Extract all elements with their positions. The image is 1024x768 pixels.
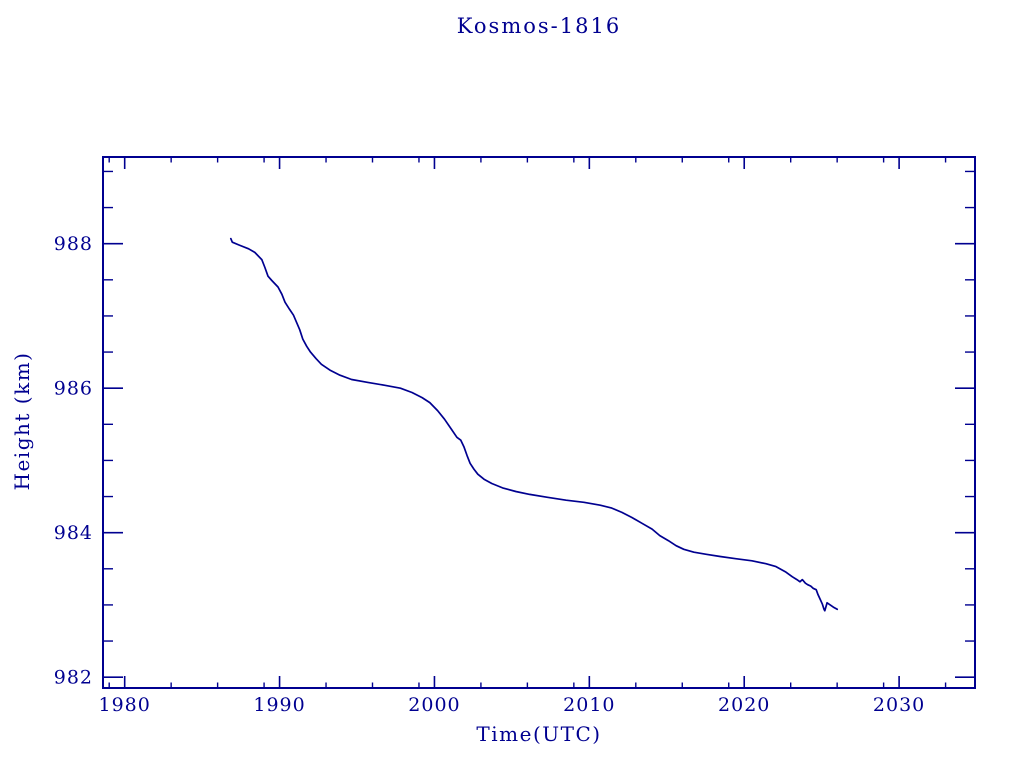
x-tick-label: 2010: [563, 694, 615, 716]
x-tick-label: 1980: [99, 694, 151, 716]
y-tick-label: 984: [54, 522, 93, 544]
x-tick-label: 1990: [253, 694, 305, 716]
y-axis-ticks: [103, 170, 975, 678]
y-tick-label: 986: [54, 378, 93, 400]
data-series: [229, 237, 839, 612]
y-tick-label: 982: [54, 667, 93, 689]
y-axis-label: Height (km): [10, 351, 34, 491]
data-series-line: [229, 237, 839, 612]
x-tick-labels: 1980 1990 2000 2010 2020 2030: [99, 694, 925, 716]
axis-box: [102, 156, 976, 689]
chart-title: Kosmos-1816: [456, 14, 622, 38]
x-axis-ticks: [108, 157, 947, 688]
y-tick-labels: 982 984 986 988: [54, 233, 93, 689]
x-axis-label: Time(UTC): [476, 722, 602, 746]
x-tick-label: 2020: [718, 694, 770, 716]
x-tick-label: 2030: [873, 694, 925, 716]
y-tick-label: 988: [54, 233, 93, 255]
x-tick-label: 2000: [408, 694, 460, 716]
